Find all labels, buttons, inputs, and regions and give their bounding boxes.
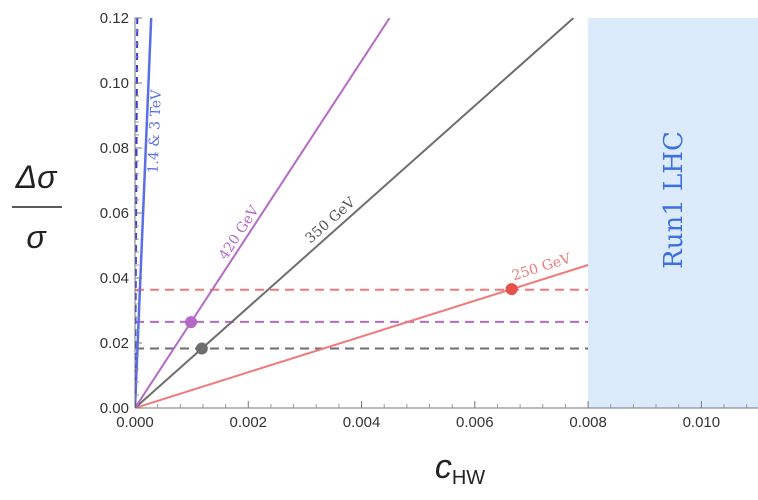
y-tick-label: 0.12 [100,10,129,27]
point-250-gev [505,283,518,296]
y-tick-label: 0.02 [100,335,129,352]
run1-lhc-label: Run1 LHC [659,131,689,269]
label-420-gev: 420 GeV [216,202,263,262]
y-tick-label: 0.06 [100,205,129,222]
y-tick-label: 0.04 [100,270,129,287]
y-axis-title-denominator: σ [26,219,47,255]
x-tick-label: 0.002 [229,414,267,431]
y-axis-title-numerator: Δσ [15,159,58,195]
x-tick-label: 0.010 [683,414,721,431]
y-tick-label: 0.10 [100,75,129,92]
y-tick-label: 0.08 [100,140,129,157]
x-tick-label: 0.006 [456,414,494,431]
point-350-gev [195,342,208,355]
x-tick-label: 0.000 [116,414,154,431]
x-tick-label: 0.008 [569,414,607,431]
line-350-gev [135,18,575,408]
y-tick-label: 0.00 [100,400,129,417]
point-420-gev [185,316,198,329]
label-1-4-3-tev: 1.4 & 3 TeV [145,89,164,174]
run1-lhc-region [588,18,758,408]
x-axis-title: cHW [435,448,485,489]
x-tick-label: 0.004 [343,414,381,431]
line-420-gev [135,18,391,408]
line-250-gev [135,264,589,408]
label-350-gev: 350 GeV [303,194,360,247]
